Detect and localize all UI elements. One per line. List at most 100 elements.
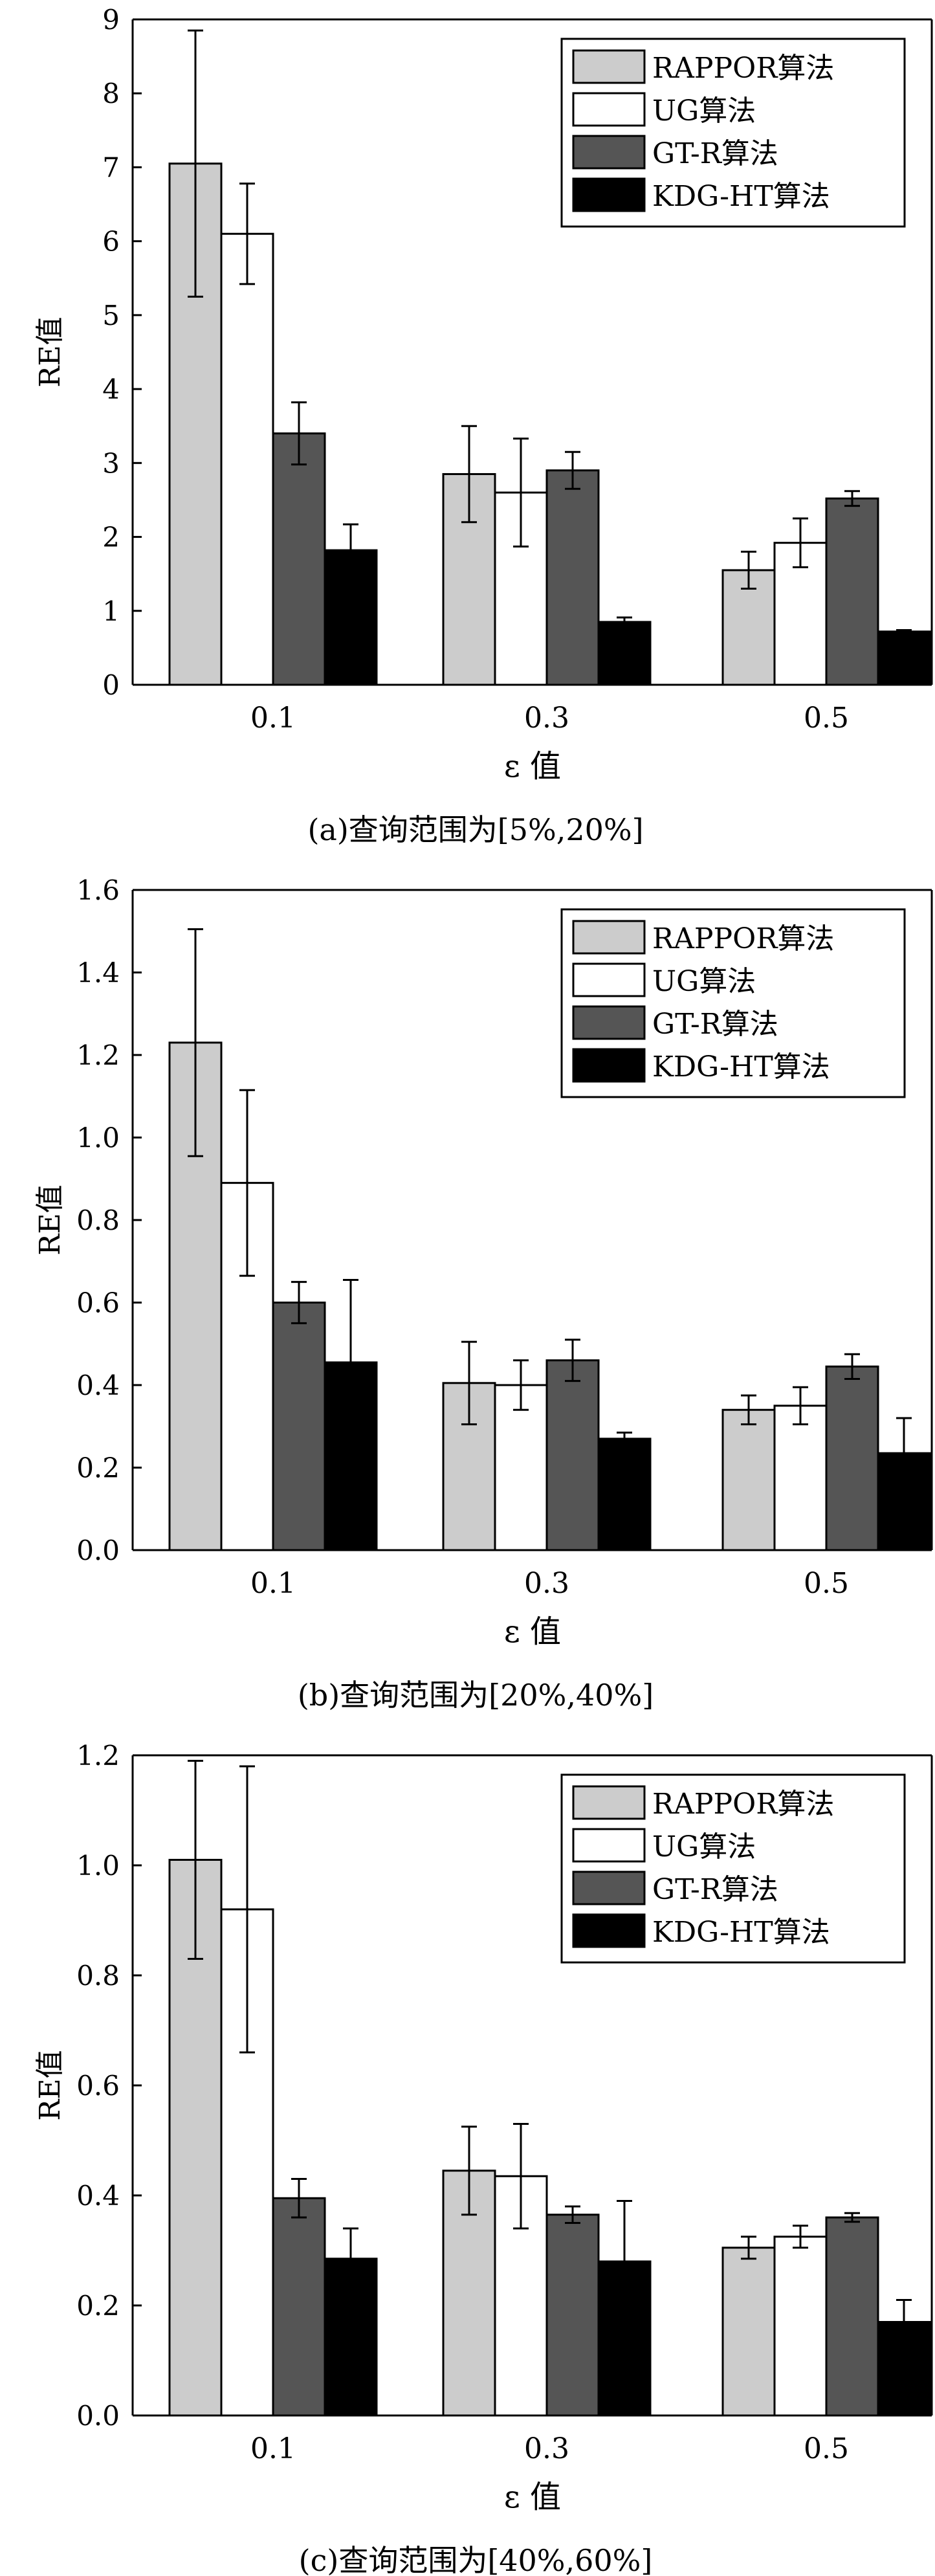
legend: RAPPOR算法 UG算法 GT-R算法 KDG-HT算法: [560, 1773, 906, 1964]
bar-gtr-1: [272, 2197, 326, 2417]
error-bar-ug-1: [239, 1765, 255, 2054]
error-bar-gtr-1: [291, 401, 307, 466]
legend-swatch-kdg: [572, 1048, 646, 1083]
bar-ug-3: [773, 1405, 828, 1551]
bar-gtr-3: [825, 1365, 879, 1551]
x-axis-label: ε 值: [504, 1614, 561, 1650]
y-tick-label: 9: [102, 4, 120, 36]
bar-gtr-2: [545, 469, 600, 686]
legend-label-ug: UG算法: [652, 1830, 756, 1863]
error-bar-ug-3: [793, 2225, 808, 2249]
x-tick-label: 0.3: [524, 2432, 569, 2465]
y-tick-label: 0.8: [76, 1960, 120, 1992]
y-tick-label: 0.4: [76, 2180, 120, 2212]
legend-swatch-ug: [572, 1828, 646, 1863]
error-bar-rappor-3: [741, 550, 756, 590]
error-bar-ug-1: [239, 1089, 255, 1277]
error-bar-ug-2: [513, 1359, 529, 1411]
bar-gtr-3: [825, 497, 879, 686]
error-bar-kdg-3: [896, 1417, 912, 1489]
x-tick-label: 0.1: [250, 1567, 296, 1600]
x-tick-label: 0.5: [804, 702, 849, 735]
y-axis-label: RE值: [34, 316, 67, 387]
bar-ug-1: [220, 232, 274, 686]
error-bar-kdg-1: [343, 1278, 358, 1446]
error-bar-ug-2: [513, 438, 529, 548]
error-bar-kdg-3: [896, 628, 912, 634]
y-tick-label: 0.4: [76, 1370, 120, 1401]
bar-gtr-1: [272, 1302, 326, 1551]
y-axis-label: RE值: [34, 1184, 67, 1255]
legend-label-rappor: RAPPOR算法: [652, 922, 834, 955]
y-tick-label: 1.4: [76, 957, 120, 989]
y-tick-label: 1.0: [76, 1850, 120, 1882]
chart-panel-2: 0.0 0.2 0.4 0.6 0.8 1.0 1.2 1.4 1.6 0.1 0.3 0.5 RE值 ε…: [34, 874, 933, 1713]
error-bar-kdg-3: [896, 2299, 912, 2345]
chart-caption: (c)查询范围为[40%,60%]: [299, 2543, 653, 2576]
legend-swatch-gtr: [572, 135, 646, 170]
bar-kdg-2: [597, 1438, 652, 1551]
legend: RAPPOR算法 UG算法 GT-R算法 KDG-HT算法: [560, 38, 906, 228]
chart-panel-1: 0 1 2 3 4 5 6 7 8 9 0.1 0.3 0.5 RE值 ε 值 (a)查询范围为[5%,20%…: [34, 4, 933, 847]
y-tick-label: 0.2: [76, 2290, 120, 2322]
legend-swatch-kdg: [572, 177, 646, 212]
y-tick-label: 6: [102, 226, 120, 258]
legend-swatch-rappor: [572, 920, 646, 955]
legend-swatch-gtr: [572, 1005, 646, 1040]
error-bar-rappor-2: [461, 2126, 477, 2216]
x-axis-label: ε 值: [504, 2479, 561, 2515]
legend: RAPPOR算法 UG算法 GT-R算法 KDG-HT算法: [560, 908, 906, 1098]
chart-panel-3: 0.0 0.2 0.4 0.6 0.8 1.0 1.2 0.1 0.3 0.5 RE值 ε 值 (c)查…: [34, 1740, 933, 2576]
legend-swatch-rappor: [572, 49, 646, 84]
error-bar-kdg-2: [617, 616, 632, 628]
y-tick-label: 0.0: [76, 1535, 120, 1566]
error-bar-kdg-1: [343, 2227, 358, 2290]
bar-gtr-3: [825, 2216, 879, 2417]
bar-gtr-2: [545, 1359, 600, 1551]
legend-label-kdg: KDG-HT算法: [652, 180, 830, 213]
x-tick-label: 0.3: [524, 702, 569, 735]
legend-label-gtr: GT-R算法: [652, 137, 778, 170]
x-tick-label: 0.3: [524, 1567, 569, 1600]
error-bar-rappor-3: [741, 1394, 756, 1426]
legend-label-kdg: KDG-HT算法: [652, 1916, 830, 1949]
y-tick-label: 1.2: [76, 1740, 120, 1771]
x-tick-label: 0.5: [804, 2432, 849, 2465]
legend-label-kdg: KDG-HT算法: [652, 1050, 830, 1083]
error-bar-ug-2: [513, 2123, 529, 2230]
legend-swatch-ug: [572, 962, 646, 997]
bar-kdg-2: [597, 621, 652, 686]
error-bar-gtr-1: [291, 2178, 307, 2219]
legend-label-gtr: GT-R算法: [652, 1873, 778, 1906]
legend-label-ug: UG算法: [652, 94, 756, 128]
y-tick-label: 4: [102, 373, 120, 405]
bar-ug-3: [773, 2236, 828, 2417]
chart-caption: (b)查询范围为[20%,40%]: [298, 1678, 654, 1713]
legend-swatch-rappor: [572, 1785, 646, 1820]
y-tick-label: 0.6: [76, 1287, 120, 1319]
error-bar-kdg-1: [343, 523, 358, 577]
y-tick-label: 0.2: [76, 1452, 120, 1484]
bar-gtr-2: [545, 2214, 600, 2417]
error-bar-rappor-3: [741, 2236, 756, 2260]
y-tick-label: 0: [102, 669, 120, 701]
chart-caption: (a)查询范围为[5%,20%]: [307, 812, 643, 847]
y-tick-label: 8: [102, 78, 120, 109]
error-bar-kdg-2: [617, 1431, 632, 1446]
y-tick-label: 0.6: [76, 2070, 120, 2102]
y-tick-label: 0.0: [76, 2400, 120, 2432]
y-tick-label: 0.8: [76, 1205, 120, 1236]
error-bar-rappor-1: [188, 1760, 203, 1960]
y-axis-label: RE值: [34, 2050, 67, 2120]
error-bar-gtr-3: [844, 2212, 860, 2223]
bar-gtr-1: [272, 432, 326, 686]
legend-label-rappor: RAPPOR算法: [652, 52, 834, 85]
y-tick-label: 3: [102, 447, 120, 479]
error-bar-ug-3: [793, 517, 808, 568]
error-bar-gtr-2: [565, 1338, 580, 1382]
error-bar-rappor-2: [461, 425, 477, 524]
error-bar-rappor-1: [188, 928, 203, 1157]
y-tick-label: 2: [102, 522, 120, 553]
y-tick-label: 1.0: [76, 1122, 120, 1154]
error-bar-kdg-2: [617, 2200, 632, 2323]
